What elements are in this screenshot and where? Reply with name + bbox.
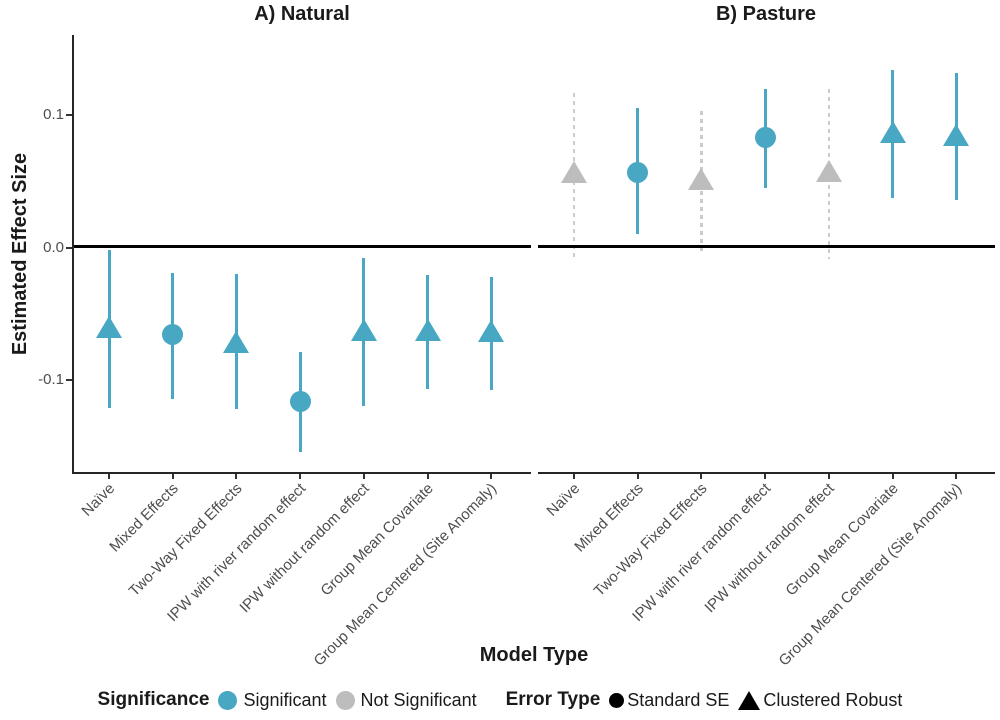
x-tick-label: IPW without random effect (701, 480, 838, 617)
data-point-triangle (414, 318, 441, 341)
x-axis-title: Model Type (479, 644, 589, 666)
data-point-triangle (478, 320, 505, 342)
legend-item-not-significant: Not Significant (335, 689, 477, 711)
data-point-circle (627, 161, 649, 183)
legend: Significance Significant Not Significant… (0, 684, 1000, 716)
x-tick-mark (426, 474, 429, 479)
data-point-triangle (561, 161, 587, 183)
x-tick-label: Two-Way Fixed Effects (125, 480, 246, 600)
legend-item-standard-se: Standard SE (609, 690, 729, 711)
standard-se-circle-icon (609, 692, 625, 708)
x-tick-mark (636, 474, 639, 479)
x-tick-mark (955, 474, 958, 479)
x-tick-label: Group Mean Covariate (782, 480, 902, 600)
y-tick-mark (66, 379, 72, 381)
legend-standard-se-label: Standard SE (627, 689, 730, 710)
x-tick-mark (108, 474, 110, 479)
y-tick-label: 0.1 (43, 106, 64, 123)
x-tick-label: IPW without random effect (236, 480, 373, 617)
x-tick-label: Group Mean Covariate (317, 480, 437, 600)
x-tick-mark (171, 474, 174, 479)
y-tick-mark (66, 246, 72, 249)
not-significant-circle-icon (335, 690, 355, 710)
x-tick-mark (700, 474, 703, 479)
significant-circle-icon (218, 690, 238, 710)
x-axis-line (72, 472, 531, 474)
x-tick-label: Naïve (78, 480, 119, 520)
zero-reference-line (74, 245, 531, 248)
data-point-triangle (815, 159, 842, 182)
clustered-robust-triangle-icon (738, 690, 761, 710)
data-point-triangle (879, 121, 906, 144)
legend-item-significant: Significant (218, 689, 327, 711)
facet-title-pasture: B) Pasture (715, 3, 817, 25)
y-tick-label: 0.0 (43, 238, 64, 256)
y-tick-mark (66, 114, 72, 116)
legend-error-type-title: Error Type (505, 689, 601, 710)
data-point-circle (754, 127, 776, 148)
x-tick-mark (827, 474, 830, 479)
data-point-triangle (943, 123, 970, 146)
x-tick-mark (573, 474, 575, 479)
x-tick-mark (891, 474, 894, 479)
x-tick-mark (490, 474, 493, 479)
y-tick-label: -0.1 (38, 371, 64, 388)
x-tick-mark (235, 474, 238, 479)
x-tick-mark (362, 474, 365, 479)
legend-significance-title: Significance (97, 689, 210, 710)
data-point-triangle (350, 318, 377, 341)
x-tick-mark (299, 474, 302, 479)
legend-not-significant-label: Not Significant (360, 689, 477, 710)
facet-title-natural: A) Natural (254, 3, 350, 25)
x-tick-label: Two-Way Fixed Effects (590, 480, 711, 600)
data-point-triangle (688, 167, 715, 190)
data-point-circle (162, 324, 184, 346)
x-tick-label: Naïve (543, 480, 584, 520)
data-point-triangle (96, 316, 122, 338)
legend-significant-label: Significant (243, 689, 327, 710)
x-axis-line (538, 472, 995, 474)
x-tick-mark (764, 474, 767, 479)
legend-item-clustered-robust: Clustered Robust (738, 690, 902, 711)
zero-reference-line (538, 245, 995, 248)
data-point-triangle (223, 330, 250, 353)
y-axis-line (72, 35, 74, 474)
legend-clustered-robust-label: Clustered Robust (763, 689, 903, 710)
data-point-circle (289, 390, 311, 412)
